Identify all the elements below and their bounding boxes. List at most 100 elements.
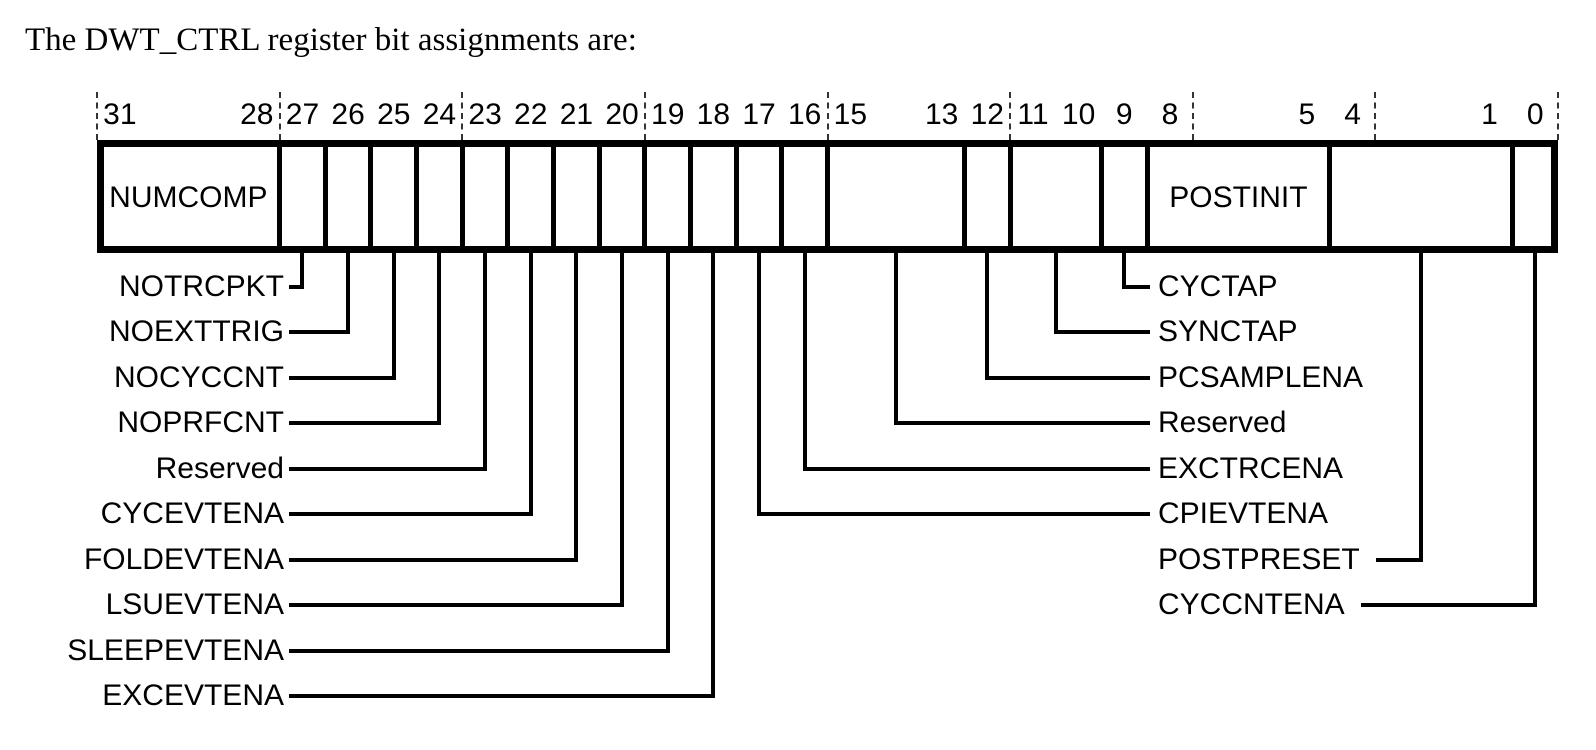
bit-label-cpievtena: CPIEVTENA [1158,497,1329,531]
field-divider-20 [596,145,602,248]
field-divider-9 [1098,145,1104,248]
nibble-tick-0 [1557,92,1559,140]
leader-line-h-cpievtena [757,512,1150,517]
field-divider-24 [414,145,420,248]
bit-label-reserved-15-13: Reserved [1158,406,1287,440]
field-label-numcomp: NUMCOMP [109,180,268,214]
leader-line-v-postpreset [1419,248,1424,562]
leader-line-h-noprfcnt [289,421,442,426]
bit-number-0: 0 [1526,98,1544,131]
leader-line-v-cycevtena [528,248,533,517]
page-title: The DWT_CTRL register bit assignments ar… [25,22,637,58]
leader-line-h-cyccntena [1360,603,1538,608]
leader-line-v-pcsamplena [985,248,990,380]
bit-number-27: 27 [285,98,320,131]
bit-number-19: 19 [651,98,685,131]
leader-line-v-cyctap [1122,248,1127,289]
bit-label-postpreset: POSTPRESET [1158,542,1360,576]
leader-line-h-pcsamplena [985,375,1150,380]
bit-number-8: 8 [1161,98,1179,131]
field-divider-27 [277,145,283,248]
bit-number-21: 21 [559,98,594,131]
bit-number-31: 31 [103,98,137,131]
leader-line-h-postpreset [1375,557,1424,562]
leader-line-h-synctap [1053,330,1150,335]
nibble-tick-4 [1374,92,1377,140]
leader-line-v-noprfcnt [437,248,442,426]
leader-line-v-noexttrig [346,248,351,335]
bit-number-12: 12 [970,98,1004,131]
bit-number-20: 20 [605,98,639,131]
field-divider-17 [733,145,739,248]
leader-line-v-exctrcena [802,248,807,471]
bit-number-5: 5 [1298,98,1316,131]
leader-line-h-foldevtena [289,557,579,562]
leader-line-v-excevtena [711,248,716,698]
field-divider-15 [825,145,830,248]
leader-line-h-lsuevtena [289,603,625,608]
bit-number-28: 28 [240,98,274,131]
bit-number-15: 15 [833,98,868,131]
bit-label-noprfcnt: NOPRFCNT [117,406,284,440]
leader-line-v-foldevtena [574,248,579,562]
bit-label-pcsamplena: PCSAMPLENA [1158,360,1364,394]
bit-number-24: 24 [422,98,457,131]
leader-line-h-reserved [893,421,1150,426]
bit-label-sleepevtena: SLEEPEVTENA [67,633,284,667]
leader-line-v-nocyccnt [391,248,396,380]
leader-line-h-exctrcena [802,466,1150,471]
leader-line-v-sleepevtena [665,248,670,653]
leader-line-h-cyctap [1122,285,1150,289]
bit-label-exctrcena: EXCTRCENA [1158,451,1344,485]
bit-label-nocyccnt: NOCYCCNT [114,360,284,394]
field-divider-19 [642,145,648,248]
bit-number-10: 10 [1061,98,1096,131]
field-divider-21 [551,145,557,248]
bit-label-lsuevtena: LSUEVTENA [105,588,284,622]
bit-number-18: 18 [696,98,731,131]
field-divider-16 [779,145,785,248]
field-divider-25 [368,145,374,248]
bit-number-16: 16 [787,98,822,131]
bit-label-notrcpkt: NOTRCPKT [119,270,284,303]
nibble-tick-8 [1191,92,1194,140]
bit-label-noexttrig: NOEXTTRIG [108,315,284,349]
bit-number-11: 11 [1017,98,1049,131]
field-divider-12 [961,145,967,248]
field-divider-26 [322,145,328,248]
nibble-tick-12 [1009,92,1012,140]
bit-label-foldevtena: FOLDEVTENA [83,542,284,576]
field-divider-11 [1007,145,1013,248]
leader-line-v-synctap [1053,248,1058,335]
bit-label-reserved-23: Reserved [155,451,284,485]
field-divider-8 [1144,145,1150,248]
bit-label-cycevtena: CYCEVTENA [100,497,284,531]
nibble-tick-20 [643,92,646,140]
leader-line-h-excevtena [289,693,716,698]
leader-line-h-reserved [289,466,488,471]
nibble-tick-32 [96,92,98,140]
bit-label-synctap: SYNCTAP [1158,315,1298,349]
field-divider-0 [1509,145,1515,248]
leader-line-v-reserved [483,248,488,471]
bit-label-cyctap: CYCTAP [1158,270,1278,303]
field-divider-4 [1327,145,1333,248]
leader-line-v-reserved [893,248,898,426]
field-label-postinit: POSTINIT [1169,180,1308,214]
bit-number-23: 23 [468,98,502,131]
leader-line-v-notrcpkt [300,248,305,289]
bit-number-1: 1 [1481,98,1498,131]
leader-line-v-cpievtena [757,248,762,517]
leader-line-h-notrcpkt [289,285,305,289]
bit-label-cyccntena: CYCCNTENA [1158,588,1345,622]
nibble-tick-24 [461,92,464,140]
nibble-tick-28 [278,92,281,140]
leader-line-h-sleepevtena [289,648,670,653]
bit-number-17: 17 [742,98,776,131]
nibble-tick-16 [826,92,829,140]
bit-number-4: 4 [1344,98,1361,131]
field-divider-22 [505,145,511,248]
leader-line-v-cyccntena [1533,248,1538,608]
